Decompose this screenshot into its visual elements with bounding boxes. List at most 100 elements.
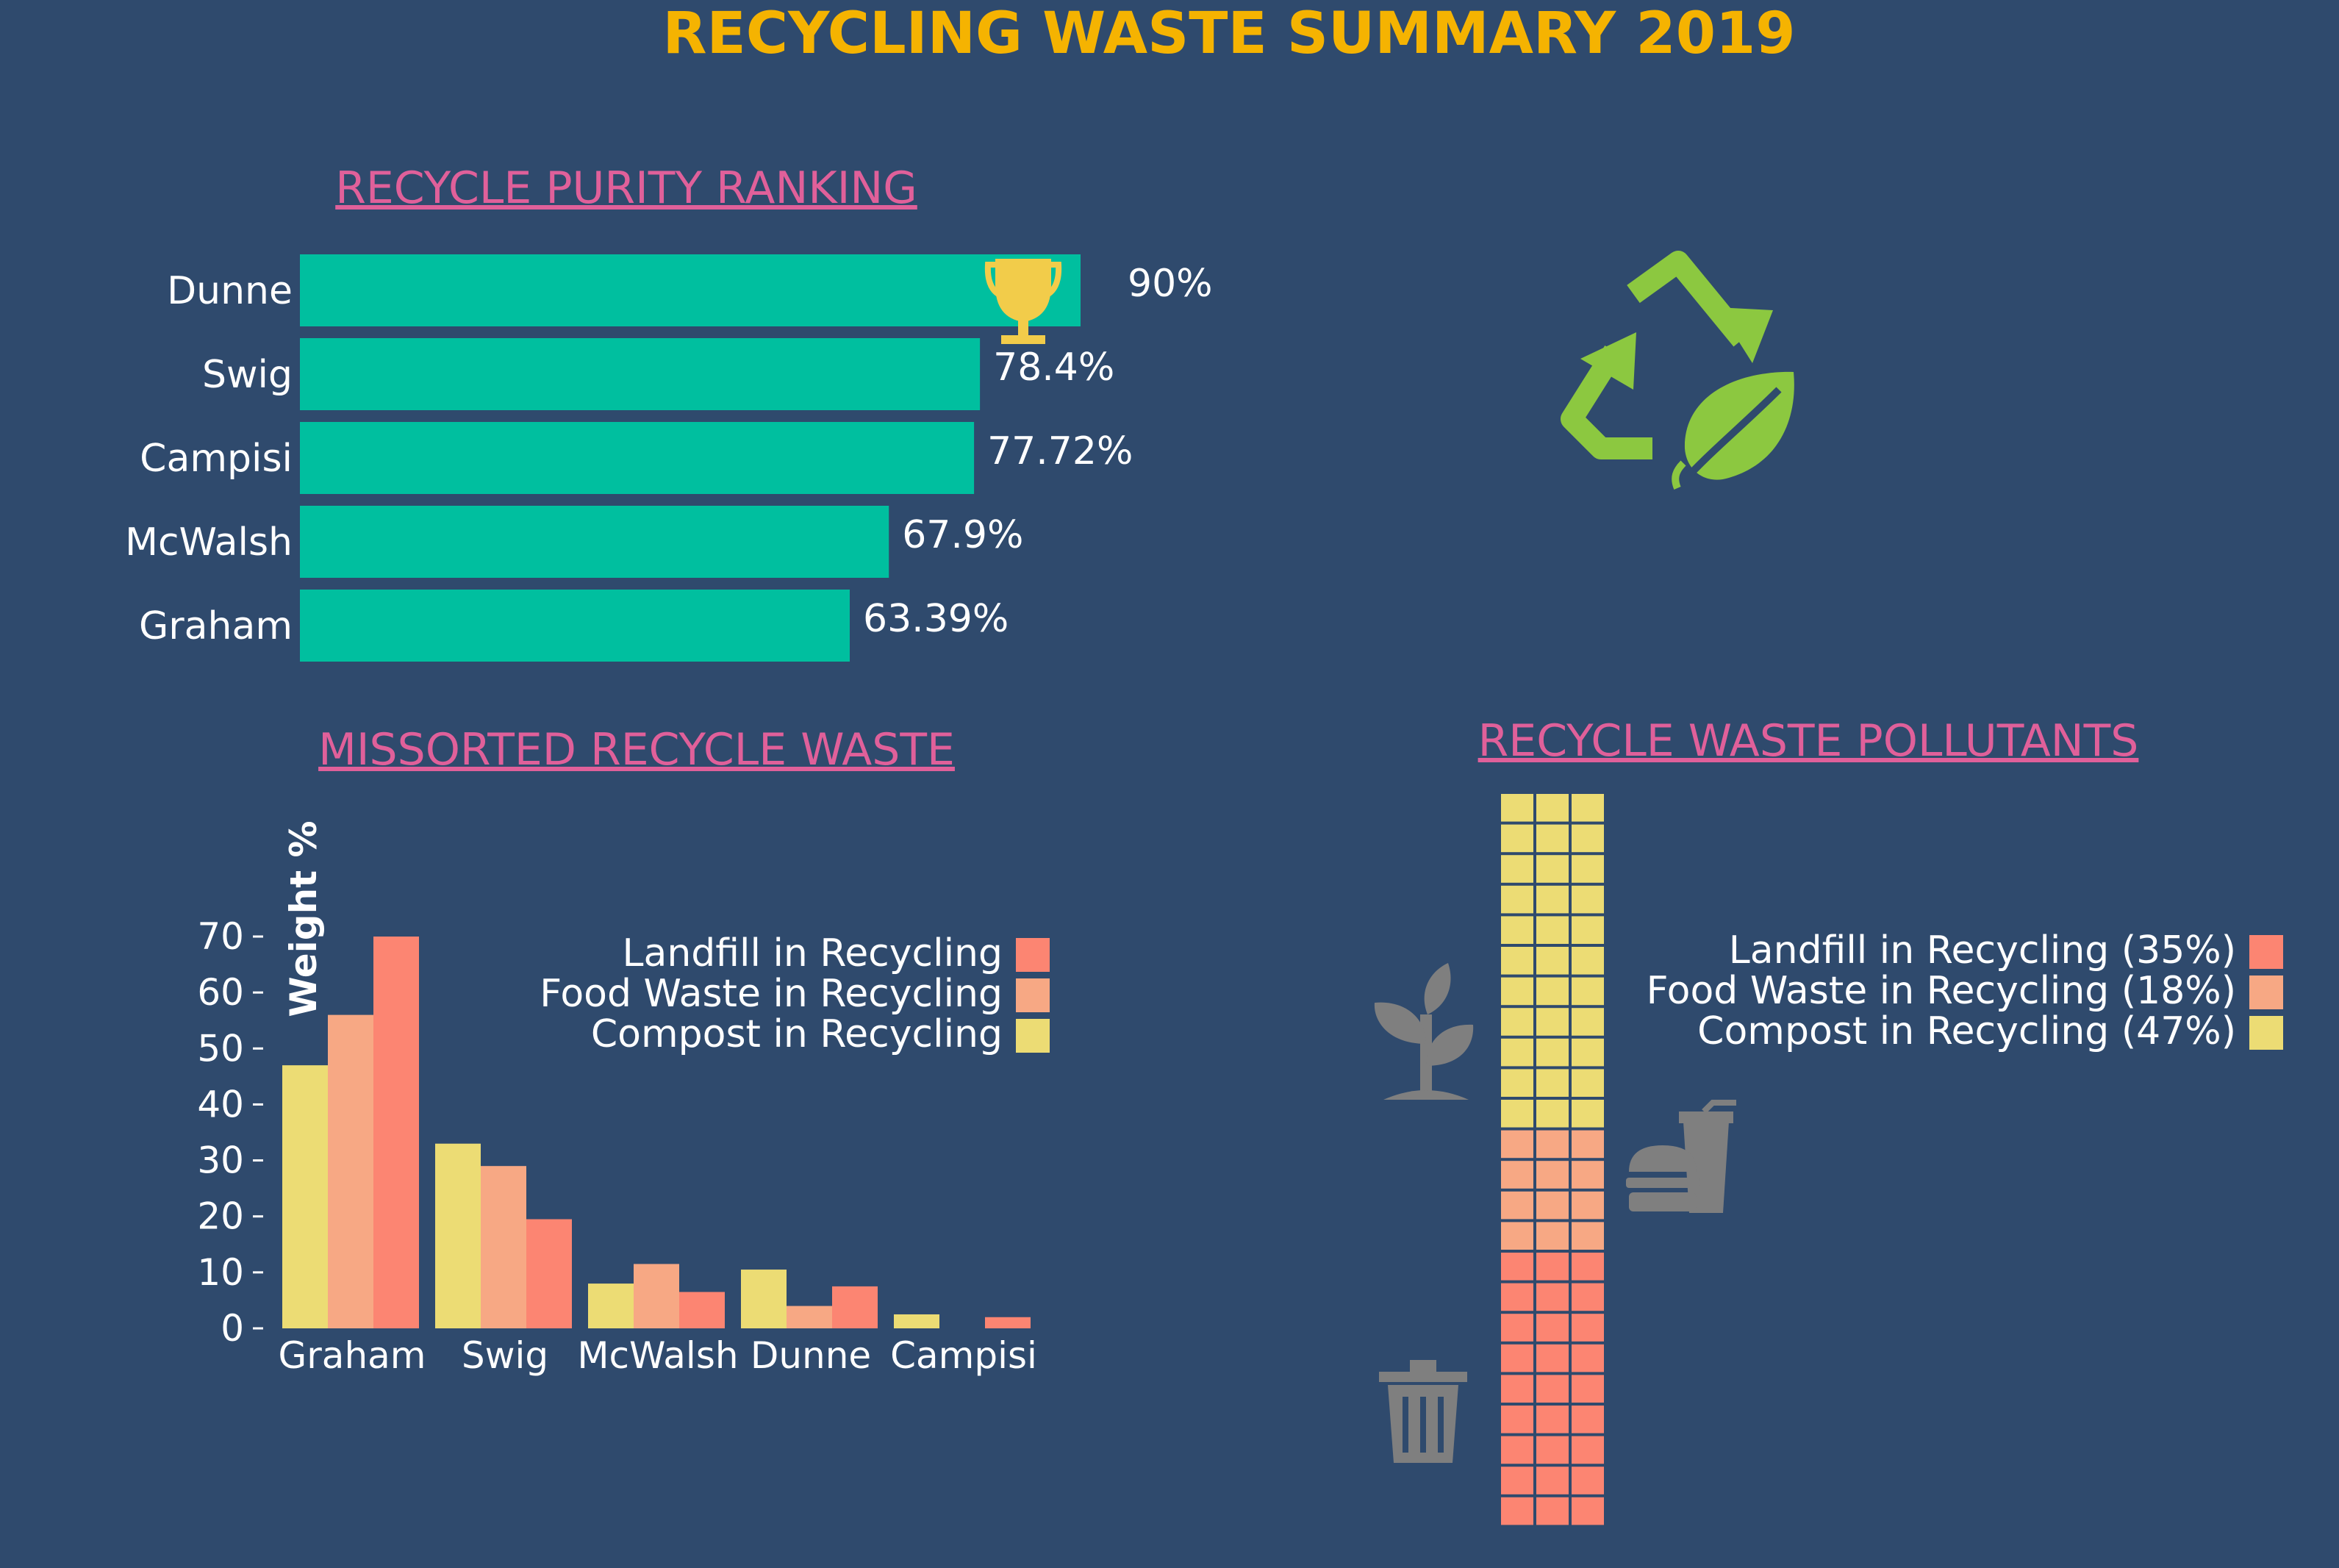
trophy-handle-left (984, 262, 1006, 300)
recycle-leaf-icon (1561, 251, 1794, 491)
plant-leaf-top (1424, 963, 1451, 1014)
legend-swatch (1016, 1019, 1050, 1053)
waffle-cell (1572, 1222, 1604, 1250)
waffle-cell (1572, 1375, 1604, 1403)
x-tick-label: Dunne (751, 1334, 871, 1377)
waffle-cell (1501, 1375, 1533, 1403)
trash-lid (1379, 1372, 1467, 1382)
y-tick-label: 70 (197, 915, 244, 958)
waffle-cell (1572, 1497, 1604, 1525)
purity-category-label: Swig (202, 353, 293, 397)
waffle-cell (1536, 794, 1569, 822)
missorted-waste-title: MISSORTED RECYCLE WASTE (318, 724, 955, 776)
waffle-cell (1536, 1436, 1569, 1464)
burger-top-bun (1629, 1145, 1697, 1172)
main-title: RECYCLING WASTE SUMMARY 2019 (662, 1, 1795, 67)
legend-swatch (1016, 978, 1050, 1012)
waffle-cell (1501, 1497, 1533, 1525)
trash-slot (1403, 1397, 1408, 1453)
waffle-cell (1536, 1344, 1569, 1372)
waffle-legend-label: Compost in Recycling (47%) (1697, 1009, 2236, 1053)
legend-label: Landfill in Recycling (622, 931, 1003, 975)
missorted-bar (282, 1065, 328, 1328)
purity-bar (300, 506, 889, 578)
waffle-cell (1572, 885, 1604, 914)
waffle-legend-label: Food Waste in Recycling (18%) (1647, 969, 2236, 1013)
waffle-cell (1572, 1038, 1604, 1067)
pollutants-waffle-chart: RECYCLE WASTE POLLUTANTS Landfill in Rec… (1374, 715, 2283, 1525)
purity-category-label: Campisi (140, 437, 293, 481)
waffle-cell (1501, 1253, 1533, 1281)
waffle-cell (1536, 885, 1569, 914)
waffle-cell (1536, 1283, 1569, 1311)
waffle-cell (1536, 1497, 1569, 1525)
waffle-cell (1536, 824, 1569, 853)
purity-ranking-title: RECYCLE PURITY RANKING (335, 162, 917, 214)
waffle-cell (1572, 947, 1604, 975)
waffle-cell (1501, 977, 1533, 1006)
waffle-cells (1501, 794, 1604, 1525)
missorted-bar (679, 1292, 725, 1328)
missorted-bar (526, 1219, 572, 1328)
trophy-cup (995, 259, 1051, 322)
waffle-cell (1501, 1436, 1533, 1464)
waffle-cell (1536, 1467, 1569, 1494)
waffle-cell (1536, 1375, 1569, 1403)
waffle-cell (1501, 1222, 1533, 1250)
waffle-cell (1501, 824, 1533, 853)
purity-bar (300, 422, 975, 494)
waffle-legend-swatch (2249, 1016, 2283, 1050)
waffle-cell (1572, 1161, 1604, 1189)
waffle-cell (1572, 916, 1604, 944)
pollutants-title: RECYCLE WASTE POLLUTANTS (1478, 715, 2139, 767)
waffle-cell (1536, 1130, 1569, 1159)
trash-handle (1410, 1360, 1436, 1372)
y-tick-label: 50 (197, 1027, 244, 1070)
purity-value-label: 90% (1128, 262, 1213, 306)
waffle-cell (1536, 947, 1569, 975)
waffle-cell (1501, 947, 1533, 975)
waffle-legend-swatch (2249, 935, 2283, 969)
waffle-cell (1536, 916, 1569, 944)
missorted-waste-chart: MISSORTED RECYCLE WASTE Weight % 0 10 20 30… (197, 724, 1050, 1377)
waffle-cell (1572, 1344, 1604, 1372)
burger-patty (1626, 1178, 1699, 1188)
waffle-cell (1501, 1008, 1533, 1036)
waffle-cell (1501, 855, 1533, 883)
waffle-cell (1501, 1038, 1533, 1067)
trash-slot (1438, 1397, 1444, 1453)
purity-value-label: 78.4% (993, 346, 1114, 390)
drink-cup (1683, 1122, 1729, 1213)
trash-can-icon (1379, 1360, 1467, 1463)
purity-bar (300, 338, 981, 410)
trophy-base (1001, 335, 1045, 344)
legend-swatch (1016, 938, 1050, 972)
waffle-cell (1572, 1130, 1604, 1159)
x-tick-label: Campisi (890, 1334, 1037, 1377)
waffle-cell (1572, 824, 1604, 853)
y-tick-label: 10 (197, 1251, 244, 1294)
waffle-cell (1501, 1191, 1533, 1220)
y-tick-label: 30 (197, 1139, 244, 1182)
purity-category-label: Graham (139, 604, 293, 648)
waffle-cell (1572, 855, 1604, 883)
waffle-cell (1572, 1406, 1604, 1433)
waffle-cell (1536, 1222, 1569, 1250)
missorted-bar (894, 1314, 939, 1328)
x-tick-label: Graham (279, 1334, 426, 1377)
waffle-cell (1572, 794, 1604, 822)
trophy-icon (984, 259, 1062, 344)
y-tick-label: 40 (197, 1083, 244, 1125)
purity-ranking-chart: RECYCLE PURITY RANKING Dunne 90% Swig 78.4%… (125, 162, 1213, 662)
missorted-bar (435, 1143, 481, 1328)
plant-soil (1383, 1090, 1469, 1100)
waffle-cell (1501, 1100, 1533, 1128)
missorted-bar (787, 1306, 832, 1328)
recycle-arrow-left (1580, 332, 1636, 390)
purity-category-label: Dunne (167, 269, 293, 313)
waffle-cell (1536, 1008, 1569, 1036)
y-axis-title: Weight % (282, 820, 325, 1017)
waffle-cell (1501, 1161, 1533, 1189)
recycle-arm-left (1561, 346, 1652, 459)
